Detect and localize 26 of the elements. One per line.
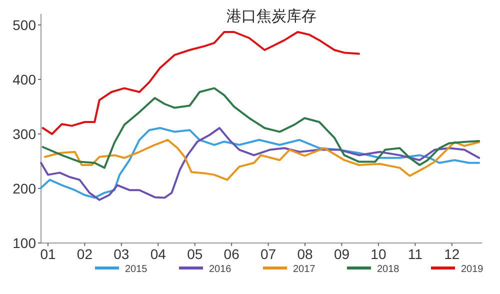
x-tick-label: 11 <box>408 246 423 262</box>
legend-label: 2016 <box>209 264 232 275</box>
x-tick-label: 09 <box>334 246 350 262</box>
y-tick-label: 300 <box>12 126 36 142</box>
x-tick-label: 05 <box>187 246 203 262</box>
legend-label: 2018 <box>377 264 400 275</box>
x-tick-label: 04 <box>150 246 166 262</box>
y-tick-label: 100 <box>12 235 36 251</box>
y-tick-label: 200 <box>12 180 36 196</box>
legend-label: 2015 <box>125 264 148 275</box>
x-tick-label: 12 <box>444 246 460 262</box>
y-tick-label: 400 <box>12 71 36 88</box>
x-tick-label: 06 <box>224 246 240 262</box>
legend-label: 2019 <box>461 264 484 275</box>
x-tick-label: 07 <box>260 246 276 262</box>
chart-title: 港口焦炭库存 <box>226 8 316 25</box>
line-series <box>42 87 480 169</box>
line-series <box>44 138 480 181</box>
y-tick-label: 500 <box>12 16 36 33</box>
x-tick-label: 03 <box>114 246 130 262</box>
x-tick-label: 10 <box>370 246 386 262</box>
x-tick-label: 02 <box>76 246 93 262</box>
x-tick-label: 01 <box>40 246 56 262</box>
line-series <box>42 31 360 135</box>
x-tick-label: 08 <box>297 246 314 262</box>
legend-label: 2017 <box>293 264 316 275</box>
